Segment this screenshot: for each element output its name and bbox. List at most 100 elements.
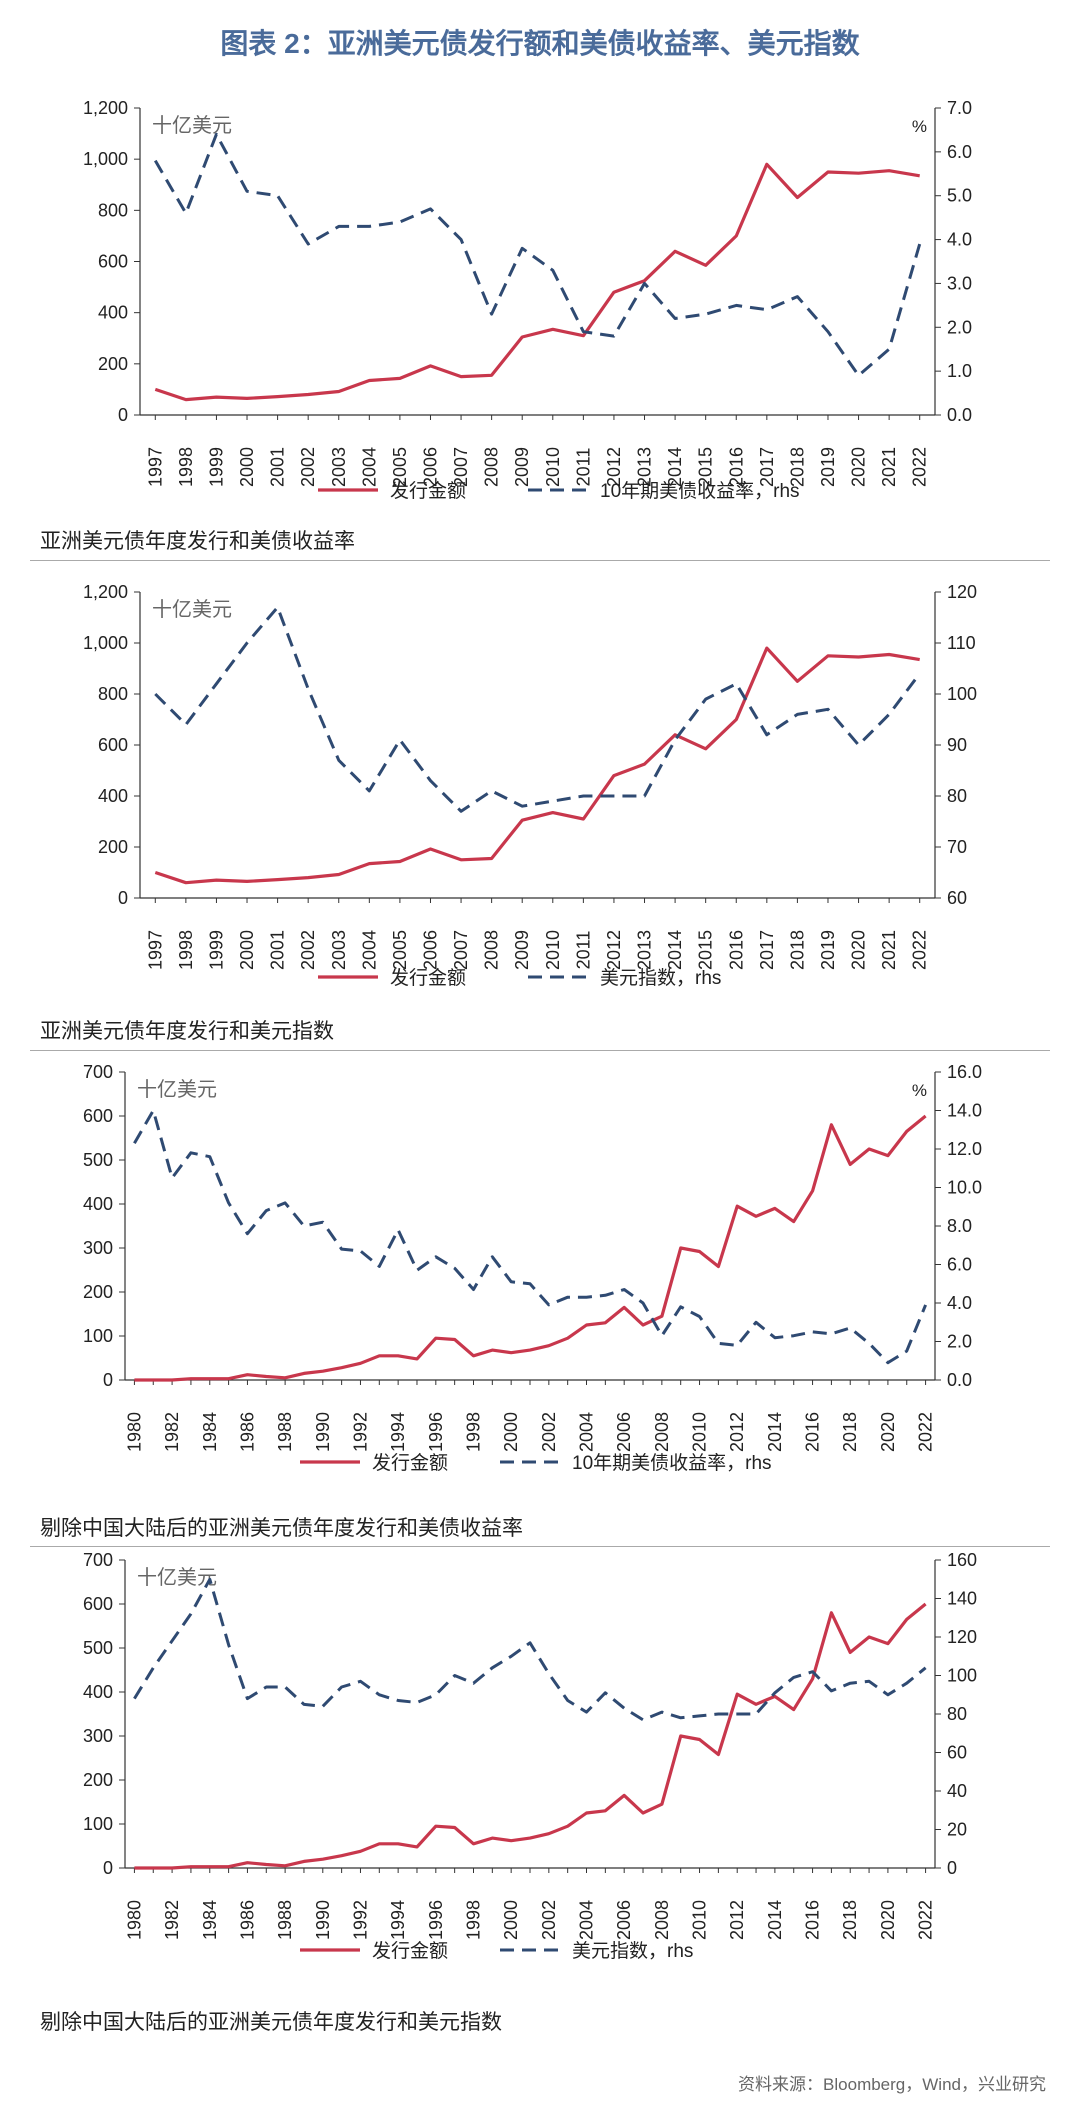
x-tick-label: 2016 (803, 1412, 823, 1452)
y-right-tick-label: 40 (947, 1781, 967, 1801)
y-left-tick-label: 100 (83, 1814, 113, 1834)
y-right-tick-label: 20 (947, 1820, 967, 1840)
x-tick-label: 2021 (879, 447, 899, 487)
y-right-tick-label: 8.0 (947, 1216, 972, 1236)
x-tick-label: 2006 (614, 1412, 634, 1452)
chart-4-caption: 剔除中国大陆后的亚洲美元债年度发行和美元指数 (40, 2011, 502, 2034)
y-left-tick-label: 0 (118, 405, 128, 425)
x-tick-label: 2007 (451, 447, 471, 487)
x-tick-label: 1984 (200, 1412, 220, 1452)
issuance-line (134, 1114, 927, 1382)
y-left-tick-label: 100 (83, 1326, 113, 1346)
source-note: 资料来源：Bloomberg，Wind，兴业研究 (738, 2075, 1046, 2094)
x-tick-label: 2015 (696, 447, 716, 487)
y-left-tick-label: 200 (98, 354, 128, 374)
y-left-tick-label: 600 (83, 1106, 113, 1126)
x-tick-label: 1990 (313, 1900, 333, 1940)
y-left-tick-label: 0 (103, 1370, 113, 1390)
x-tick-label: 1996 (426, 1412, 446, 1452)
unit-left-label: 十亿美元 (137, 1566, 217, 1589)
divider (30, 560, 1050, 561)
rhs-dashed-line (133, 1577, 927, 1722)
y-right-tick-label: 12.0 (947, 1139, 982, 1159)
x-tick-label: 2006 (420, 447, 440, 487)
x-tick-label: 2004 (577, 1412, 597, 1452)
legend-label-rhs: 美元指数，rhs (600, 967, 721, 989)
y-left-tick-label: 800 (98, 684, 128, 704)
x-tick-label: 2020 (849, 447, 869, 487)
x-tick-label: 2004 (359, 447, 379, 487)
x-tick-label: 2022 (910, 930, 930, 970)
chart-2-svg: 0 200 400 600 800 1,000 1,200 60 70 80 90 100 110 120… (83, 582, 977, 989)
x-tick-label: 2018 (840, 1900, 860, 1940)
x-tick-label: 2000 (237, 930, 257, 970)
y-left-tick-label: 600 (98, 735, 128, 755)
x-tick-label: 1997 (145, 930, 165, 970)
chart-3-caption: 剔除中国大陆后的亚洲美元债年度发行和美债收益率 (40, 1517, 523, 1540)
x-tick-label: 2004 (359, 930, 379, 970)
x-tick-label: 2007 (451, 930, 471, 970)
x-tick-label: 2010 (543, 447, 563, 487)
x-tick-label: 2021 (879, 930, 899, 970)
y-right-tick-label: 120 (947, 582, 977, 602)
y-right-tick-label: 3.0 (947, 273, 972, 293)
y-right-tick-label: 6.0 (947, 142, 972, 162)
x-tick-label: 1988 (275, 1900, 295, 1940)
y-left-tick-label: 400 (98, 303, 128, 323)
y-right-tick-label: 80 (947, 786, 967, 806)
y-left-tick-label: 400 (98, 786, 128, 806)
x-tick-label: 2002 (298, 447, 318, 487)
rhs-dashed-line (154, 605, 921, 813)
x-tick-label: 1996 (426, 1900, 446, 1940)
unit-right-label: % (912, 1081, 927, 1100)
legend-label-issuance: 发行金额 (390, 967, 466, 989)
y-right-tick-label: 6.0 (947, 1255, 972, 1275)
y-right-tick-label: 0 (947, 1858, 957, 1878)
x-tick-label: 1998 (463, 1900, 483, 1940)
x-tick-label: 2008 (652, 1900, 672, 1940)
x-tick-label: 2018 (840, 1412, 860, 1452)
y-left-tick-label: 800 (98, 200, 128, 220)
x-tick-label: 2006 (420, 930, 440, 970)
x-tick-label: 2009 (512, 930, 532, 970)
y-left-tick-label: 300 (83, 1726, 113, 1746)
x-tick-label: 2016 (803, 1900, 823, 1940)
x-tick-label: 1984 (200, 1900, 220, 1940)
x-tick-label: 2020 (849, 930, 869, 970)
x-tick-label: 2011 (573, 448, 593, 487)
y-right-tick-label: 10.0 (947, 1178, 982, 1198)
y-left-tick-label: 400 (83, 1682, 113, 1702)
x-tick-label: 2008 (482, 447, 502, 487)
x-tick-label: 2014 (665, 930, 685, 970)
x-tick-label: 1998 (463, 1412, 483, 1452)
x-tick-label: 1990 (313, 1412, 333, 1452)
x-tick-label: 2010 (690, 1412, 710, 1452)
x-tick-label: 1994 (388, 1412, 408, 1452)
x-tick-label: 1992 (350, 1900, 370, 1940)
x-tick-label: 2010 (690, 1900, 710, 1940)
x-tick-label: 2009 (512, 447, 532, 487)
x-tick-label: 2002 (298, 930, 318, 970)
unit-left-label: 十亿美元 (137, 1078, 217, 1101)
y-left-tick-label: 0 (118, 888, 128, 908)
y-right-tick-label: 120 (947, 1627, 977, 1647)
y-left-tick-label: 500 (83, 1150, 113, 1170)
issuance-line (154, 646, 920, 885)
y-right-tick-label: 110 (947, 633, 976, 653)
y-left-tick-label: 400 (83, 1194, 113, 1214)
y-left-tick-label: 300 (83, 1238, 113, 1258)
x-tick-label: 2020 (878, 1900, 898, 1940)
x-tick-label: 2012 (727, 1900, 747, 1940)
y-left-tick-label: 200 (83, 1770, 113, 1790)
legend-label-issuance: 发行金额 (372, 1452, 448, 1474)
y-left-tick-label: 600 (83, 1594, 113, 1614)
page-title: 图表 2：亚洲美元债发行额和美债收益率、美元指数 (220, 28, 860, 59)
y-right-tick-label: 16.0 (947, 1062, 982, 1082)
x-tick-label: 2014 (765, 1412, 785, 1452)
y-right-tick-label: 60 (947, 888, 967, 908)
y-left-tick-label: 200 (83, 1282, 113, 1302)
y-right-tick-label: 140 (947, 1589, 977, 1609)
x-tick-label: 1982 (162, 1900, 182, 1940)
y-left-tick-label: 700 (83, 1062, 113, 1082)
y-right-tick-label: 2.0 (947, 317, 972, 337)
